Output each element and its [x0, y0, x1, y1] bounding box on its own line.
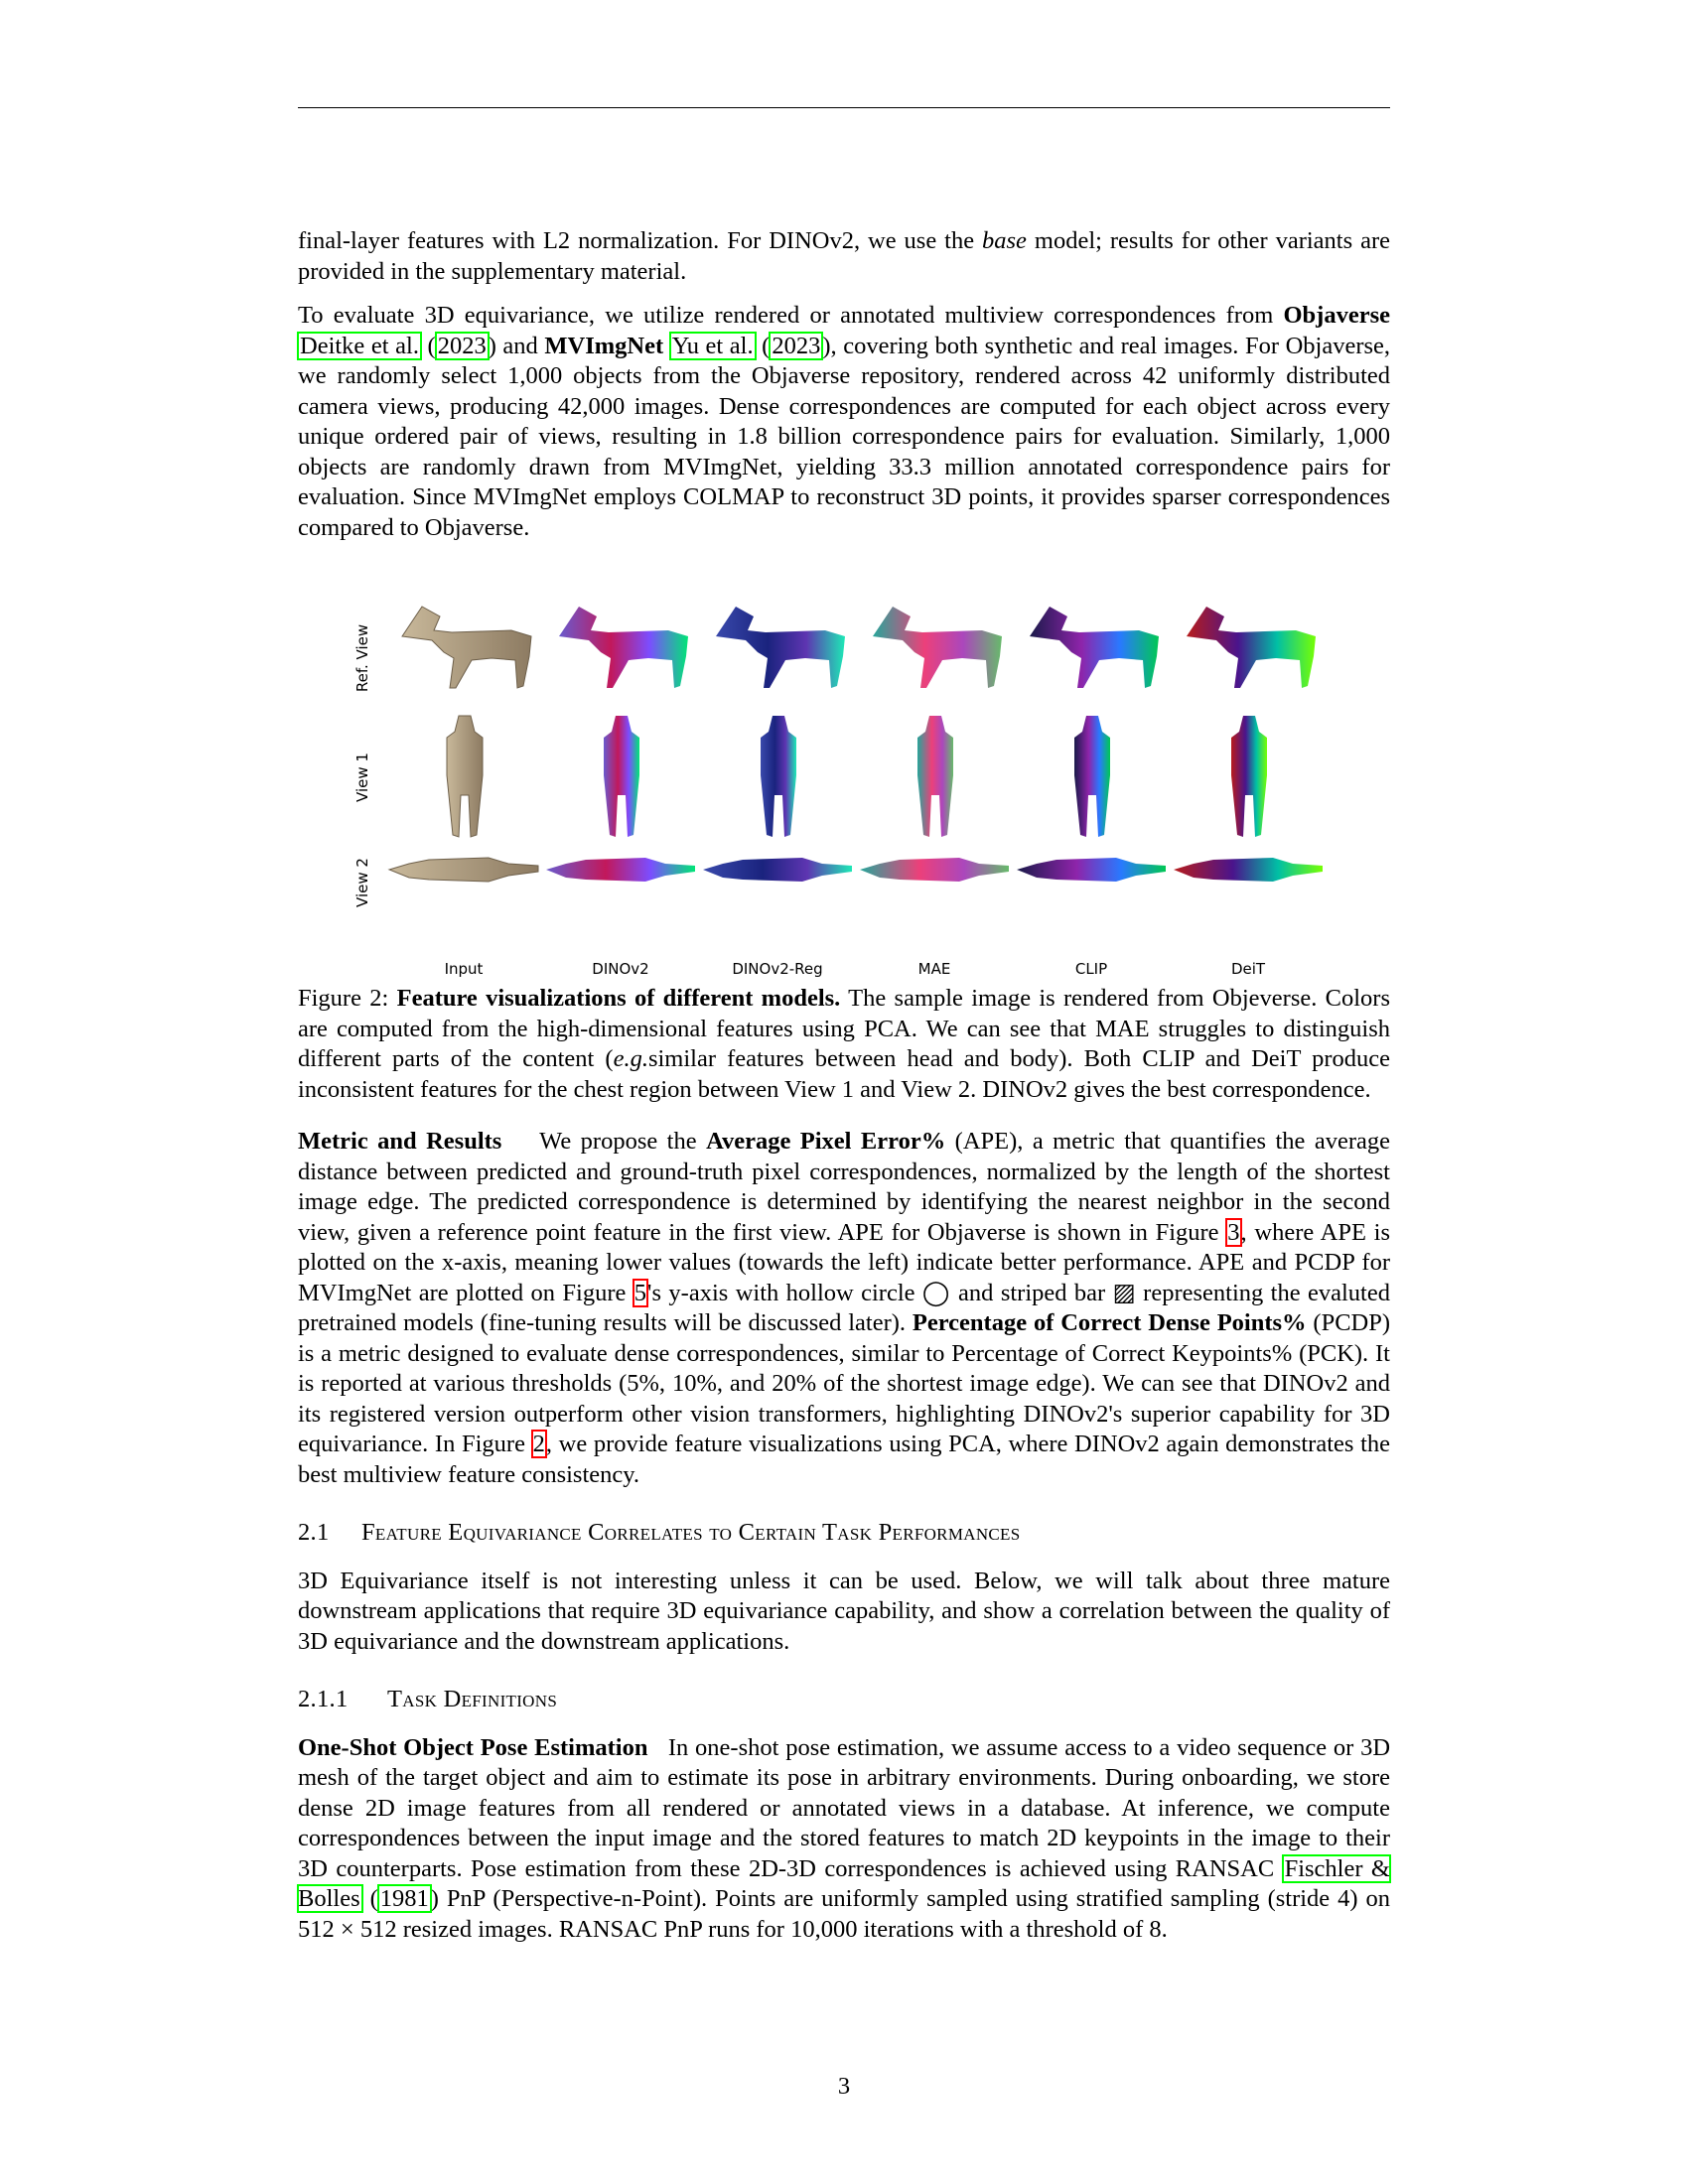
section-title: Feature Equivariance Correlates to Certa… [361, 1519, 1021, 1546]
citation-deitke-year[interactable]: 2023 [434, 331, 490, 360]
header-rule [298, 107, 1390, 108]
figure-grid: Ref. View View 1 View 2 [353, 606, 1323, 978]
paragraph-pose-estimation: One-Shot Object Pose Estimation In one-s… [297, 1733, 1391, 1943]
paragraph-metric: Metric and Results We propose the Averag… [298, 1128, 1391, 1488]
image-clip-view1 [1074, 716, 1110, 837]
row-label-view-2: View 2 [353, 858, 371, 907]
figure-feature-visualizations: Ref. View View 1 View 2 [298, 567, 1390, 984]
section-heading-2-1: 2.1 Feature Equivariance Correlates to Ce… [298, 1519, 1021, 1546]
paragraph-heading-pose: One-Shot Object Pose Estimation [298, 1733, 648, 1761]
paragraph-section-intro: 3D Equivariance itself is not interestin… [298, 1567, 1390, 1655]
objaverse-term: Objaverse [1283, 302, 1391, 329]
citation-deitke[interactable]: Deitke et al. [297, 331, 422, 360]
image-dinov2reg-ref [716, 607, 845, 688]
image-dinov2reg-view2 [703, 858, 852, 882]
paragraph-intro: final-layer features with L2 normalizati… [298, 227, 1390, 285]
row-label-view-1: View 1 [353, 752, 371, 802]
paragraph-datasets: To evaluate 3D equivariance, we utilize … [297, 302, 1391, 541]
citation-fischler-year[interactable]: 1981 [376, 1884, 432, 1913]
figure-caption: Figure 2: Feature visualizations of diff… [298, 985, 1390, 1103]
col-label-clip: CLIP [1075, 960, 1107, 978]
subsection-heading-2-1-1: 2.1.1 Task Definitions [298, 1686, 558, 1712]
citation-fischler[interactable]: Fischler & Bolles [297, 1853, 1391, 1913]
subsection-title: Task Definitions [387, 1686, 558, 1712]
image-input-view1 [446, 715, 484, 838]
main-column: final-layer features with L2 normalizati… [297, 226, 1391, 1959]
image-clip-view2 [1017, 858, 1166, 882]
figure-ref-5[interactable]: 5 [632, 1278, 649, 1307]
col-label-dinov2-reg: DINOv2-Reg [732, 960, 822, 978]
image-deit-view2 [1174, 858, 1323, 882]
image-dinov2-ref [559, 607, 688, 688]
image-dinov2reg-view1 [761, 716, 796, 837]
image-input-view2 [388, 857, 539, 883]
row-label-ref-view: Ref. View [353, 624, 371, 692]
col-label-deit: DeiT [1231, 960, 1266, 978]
image-clip-ref [1030, 607, 1159, 688]
page-number: 3 [837, 2073, 851, 2100]
image-mae-view1 [917, 716, 953, 837]
image-input-ref [401, 606, 532, 689]
image-mae-view2 [860, 858, 1009, 882]
image-deit-ref [1187, 607, 1316, 688]
figure-ref-2[interactable]: 2 [530, 1430, 547, 1458]
col-label-dinov2: DINOv2 [592, 960, 648, 978]
citation-yu-year[interactable]: 2023 [769, 331, 824, 360]
mvimgnet-term: MVImgNet [544, 332, 664, 359]
citation-yu[interactable]: Yu et al. [668, 331, 757, 360]
image-deit-view1 [1231, 716, 1267, 837]
figure-ref-3[interactable]: 3 [1225, 1217, 1242, 1247]
image-dinov2-view2 [546, 858, 695, 882]
image-mae-ref [873, 607, 1002, 688]
col-label-mae: MAE [918, 960, 951, 978]
paragraph-heading-metric: Metric and Results [298, 1128, 502, 1155]
image-dinov2-view1 [604, 716, 639, 837]
col-label-input: Input [445, 960, 484, 978]
